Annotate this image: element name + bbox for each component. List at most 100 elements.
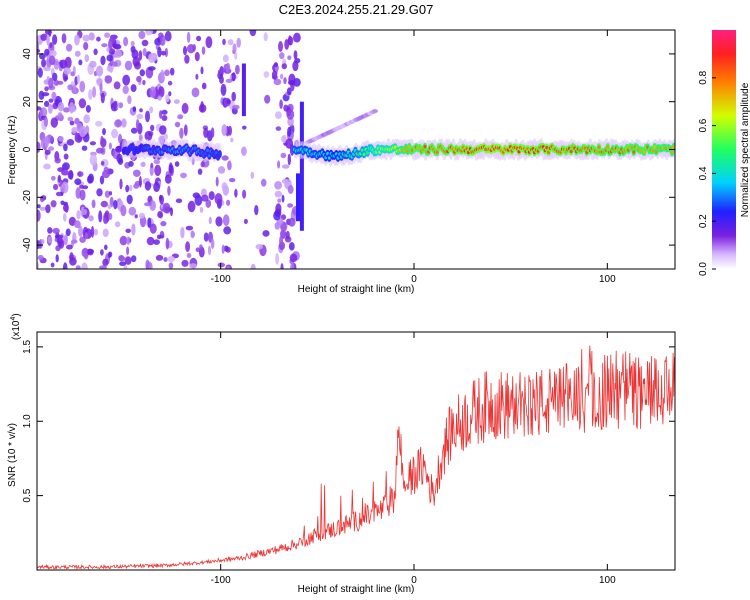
heatmap-noise-blob: [263, 32, 268, 42]
heatmap-noise-blob: [49, 55, 56, 66]
heatmap-noise-blob: [118, 102, 124, 109]
heatmap-noise-blob: [40, 33, 48, 41]
heatmap-noise-blob: [41, 58, 47, 68]
heatmap-noise-blob: [132, 106, 137, 112]
heatmap-noise-blob: [114, 119, 123, 128]
heatmap-noise-blob: [250, 171, 255, 179]
heatmap-noise-blob: [221, 124, 228, 136]
heatmap-noise-blob: [162, 202, 171, 214]
heatmap-noise-blob: [161, 109, 168, 115]
heatmap-noise-blob: [184, 54, 190, 64]
heatmap-noise-blob: [58, 238, 65, 249]
ridge-core: [207, 154, 211, 158]
bottom-y-axis-label: SNR (10 * v/v): [7, 423, 18, 487]
heatmap-noise-blob: [144, 130, 153, 141]
heatmap-noise-blob: [139, 69, 145, 77]
heatmap-noise-blob: [125, 184, 130, 193]
heatmap-noise-blob: [46, 34, 50, 46]
heatmap-noise-blob: [134, 214, 138, 219]
heatmap-noise-blob: [254, 205, 259, 216]
heatmap-noise-blob: [242, 125, 247, 130]
heatmap-noise-blob: [96, 78, 103, 84]
heatmap-noise-blob: [221, 244, 225, 254]
heatmap-noise-blob: [58, 136, 64, 142]
heatmap-noise-blob: [231, 72, 236, 82]
heatmap-noise-blob: [142, 48, 147, 57]
ridge-core: [423, 144, 427, 149]
heatmap-noise-blob: [281, 164, 290, 169]
bottom-y-tick-label: 1.5: [22, 339, 33, 353]
heatmap-noise-blob: [198, 104, 207, 113]
heatmap-noise-blob: [160, 221, 167, 227]
heatmap-noise-blob: [99, 175, 105, 185]
heatmap-noise-blob: [222, 38, 226, 46]
heatmap-noise-blob: [138, 176, 142, 188]
heatmap-noise-blob: [120, 256, 126, 262]
heatmap-noise-blob: [79, 189, 86, 201]
heatmap-noise-blob: [214, 193, 223, 205]
heatmap-noise-blob: [281, 178, 288, 184]
heatmap-noise-blob: [119, 178, 123, 190]
heatmap-noise-blob: [48, 98, 54, 103]
heatmap-noise-blob: [50, 117, 58, 128]
heatmap-noise-blob: [287, 153, 291, 166]
heatmap-noise-blob: [109, 196, 114, 208]
heatmap-noise-blob: [63, 153, 69, 160]
heatmap-noise-blob: [226, 99, 231, 105]
heatmap-noise-blob: [187, 200, 196, 213]
heatmap-noise-blob: [37, 106, 42, 111]
heatmap-noise-blob: [187, 44, 195, 54]
heatmap-noise-blob: [76, 210, 81, 220]
heatmap-streak: [296, 173, 300, 222]
heatmap-noise-blob: [119, 261, 127, 267]
heatmap-noise-blob: [203, 127, 209, 138]
heatmap-noise-blob: [279, 235, 284, 246]
heatmap-noise-blob: [123, 264, 128, 269]
heatmap-noise-blob: [150, 124, 155, 132]
bottom-x-tick-label: 100: [599, 575, 616, 586]
heatmap-noise-blob: [274, 190, 283, 198]
heatmap-noise-blob: [64, 204, 69, 213]
heatmap-noise-blob: [91, 199, 96, 209]
heatmap-noise-blob: [287, 36, 294, 46]
heatmap-noise-blob: [72, 84, 77, 94]
heatmap-noise-blob: [52, 72, 58, 82]
heatmap-noise-blob: [63, 234, 68, 246]
heatmap-noise-blob: [61, 170, 69, 176]
heatmap-noise-blob: [37, 67, 43, 78]
heatmap-noise-blob: [157, 211, 163, 218]
heatmap-noise-blob: [280, 263, 284, 269]
heatmap-noise-blob: [81, 208, 88, 216]
heatmap-noise-blob: [39, 53, 46, 60]
heatmap-noise-blob: [58, 235, 63, 242]
heatmap-noise-blob: [74, 178, 82, 185]
heatmap-noise-blob: [201, 82, 207, 90]
heatmap-noise-blob: [144, 181, 152, 191]
heatmap-noise-blob: [164, 174, 172, 184]
heatmap-noise-blob: [100, 135, 104, 145]
heatmap-noise-blob: [174, 121, 181, 128]
heatmap-noise-blob: [141, 39, 149, 47]
heatmap-noise-blob: [249, 30, 257, 37]
heatmap-noise-blob: [70, 71, 75, 77]
heatmap-noise-blob: [153, 239, 161, 245]
colorbar-tick-label: 0.6: [698, 118, 709, 132]
heatmap-noise-blob: [163, 257, 168, 262]
heatmap-noise-blob: [217, 69, 223, 75]
heatmap-noise-blob: [124, 60, 133, 71]
heatmap-noise-blob: [229, 178, 236, 183]
heatmap-noise-blob: [277, 160, 281, 169]
heatmap-noise-blob: [133, 183, 140, 189]
heatmap-noise-blob: [87, 249, 94, 256]
heatmap-noise-blob: [205, 199, 212, 208]
ridge-core: [606, 145, 610, 149]
heatmap-noise-blob: [100, 200, 108, 208]
heatmap-noise-blob: [148, 53, 156, 63]
heatmap-noise-blob: [78, 125, 87, 138]
top-x-ticks: -100 0 100: [211, 30, 616, 285]
heatmap-noise-blob: [286, 109, 295, 120]
heatmap-feature-blob: [371, 109, 378, 114]
heatmap-noise-blob: [260, 178, 267, 187]
heatmap-noise-blob: [126, 194, 133, 205]
heatmap-noise-blob: [210, 127, 215, 138]
